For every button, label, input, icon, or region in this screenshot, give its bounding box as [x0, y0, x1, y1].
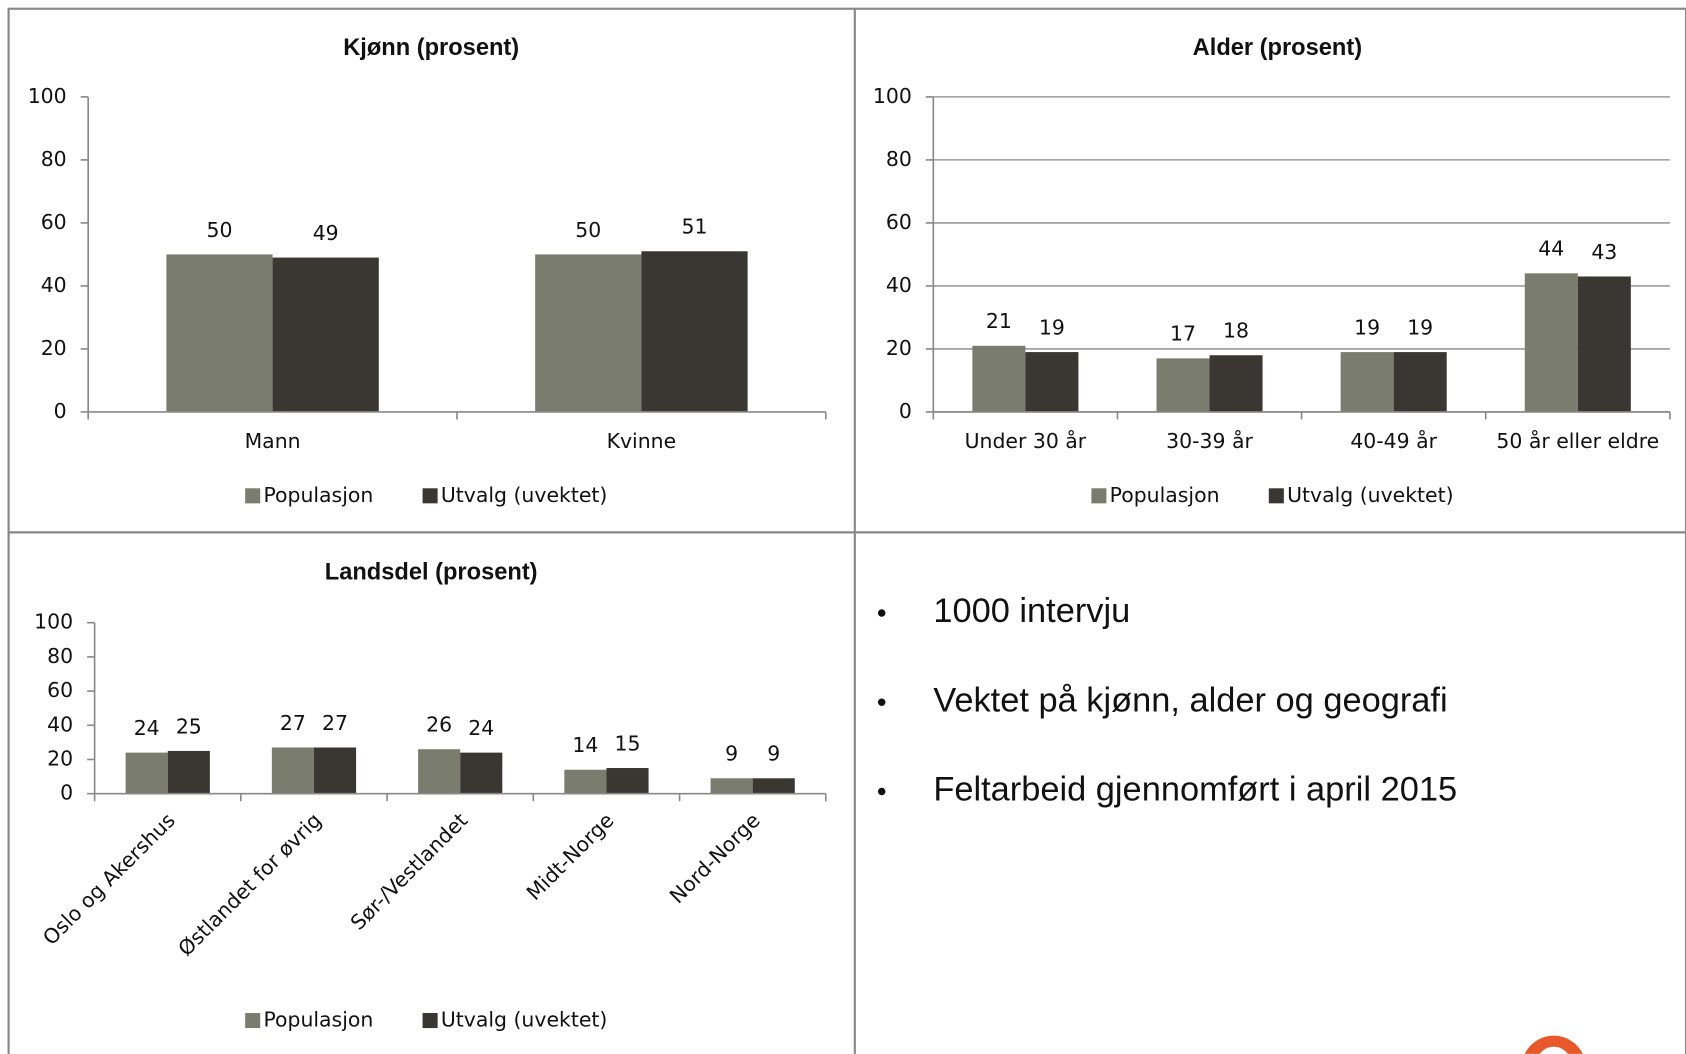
legend-swatch	[245, 488, 261, 504]
bar	[418, 749, 461, 794]
x-tick-label: Midt-Norge	[522, 808, 619, 905]
bar	[313, 747, 357, 794]
bar	[1577, 276, 1631, 412]
bar	[1156, 358, 1210, 412]
legend-swatch	[422, 488, 438, 504]
legend-label: Utvalg (uvektet)	[1287, 483, 1454, 507]
data-label: 17	[1170, 322, 1196, 346]
legend-swatch	[1091, 488, 1107, 504]
legend-label: Populasjon	[1110, 483, 1220, 507]
data-label: 9	[767, 742, 780, 766]
x-tick-label: 30-39 år	[1166, 428, 1253, 453]
y-tick-label: 60	[41, 210, 67, 234]
bullet-dot	[877, 609, 886, 617]
bar	[1524, 273, 1578, 412]
data-label: 50	[206, 218, 232, 242]
data-label: 43	[1591, 240, 1617, 264]
bullet-text: Vektet på kjønn, alder og geografi	[933, 681, 1447, 719]
data-label: 19	[1039, 315, 1065, 339]
y-tick-label: 60	[886, 210, 912, 234]
bullet-text: Feltarbeid gjennomført i april 2015	[933, 771, 1457, 809]
data-label: 19	[1354, 315, 1380, 339]
y-tick-label: 100	[873, 84, 912, 108]
data-label: 9	[725, 742, 738, 766]
x-tick-label: Kvinne	[607, 429, 677, 453]
x-tick-label: Østlandet for øvrig	[173, 808, 326, 961]
x-tick-label: Under 30 år	[965, 428, 1087, 453]
frame	[7, 7, 1686, 1054]
bar	[972, 345, 1026, 412]
data-label: 26	[426, 713, 452, 737]
chart-title: Alder (prosent)	[1193, 35, 1362, 61]
y-tick-label: 100	[28, 84, 67, 108]
legend-label: Populasjon	[263, 483, 373, 507]
bar	[272, 257, 379, 412]
data-label: 18	[1223, 319, 1249, 343]
y-tick-label: 40	[41, 273, 67, 297]
data-label: 21	[986, 309, 1012, 333]
logo	[1524, 1035, 1583, 1054]
y-tick-label: 80	[47, 644, 73, 668]
data-label: 27	[322, 711, 348, 735]
y-tick-label: 60	[47, 678, 73, 702]
data-label: 24	[134, 716, 160, 740]
legend-swatch	[1268, 488, 1284, 504]
bar	[166, 254, 273, 412]
data-label: 15	[615, 731, 641, 755]
bar	[1340, 352, 1394, 412]
x-tick-label: 50 år eller eldre	[1496, 428, 1659, 453]
data-label: 51	[682, 215, 708, 239]
legend-swatch	[422, 1013, 438, 1029]
bar	[564, 769, 607, 794]
y-tick-label: 80	[886, 147, 912, 171]
bullet-dot	[877, 698, 886, 707]
y-tick-label: 0	[899, 399, 912, 423]
x-tick-label: Sør-/Vestlandet	[346, 808, 473, 935]
bar	[535, 254, 642, 412]
bar	[1025, 352, 1079, 412]
bar	[1209, 355, 1263, 412]
y-tick-label: 100	[34, 610, 73, 634]
bar	[606, 768, 649, 794]
data-label: 14	[572, 733, 598, 757]
chart-title: Kjønn (prosent)	[343, 35, 519, 61]
y-tick-label: 20	[886, 336, 912, 360]
legend-label: Utvalg (uvektet)	[441, 1008, 608, 1032]
x-tick-label: Mann	[245, 429, 301, 453]
x-tick-label: 40-49 år	[1350, 428, 1437, 453]
data-label: 24	[468, 716, 494, 740]
bar	[752, 778, 795, 794]
y-tick-label: 80	[41, 147, 67, 171]
bar	[1393, 352, 1447, 412]
chart-title: Landsdel (prosent)	[325, 559, 538, 585]
y-tick-label: 40	[886, 273, 912, 297]
bar	[125, 752, 168, 794]
data-label: 50	[575, 218, 601, 242]
data-label: 44	[1538, 237, 1564, 261]
y-tick-label: 40	[47, 712, 73, 736]
bar	[460, 752, 503, 794]
x-tick-label: Nord-Norge	[665, 808, 765, 908]
data-label: 49	[313, 221, 339, 245]
legend-swatch	[245, 1013, 261, 1029]
data-label: 25	[176, 714, 202, 738]
bar	[710, 778, 753, 794]
y-tick-label: 0	[60, 781, 73, 805]
data-label: 19	[1407, 315, 1433, 339]
data-label: 27	[280, 711, 306, 735]
bullet-dot	[877, 787, 886, 796]
bar	[271, 747, 314, 794]
legend-label: Utvalg (uvektet)	[441, 483, 608, 507]
bar	[167, 750, 210, 794]
bar	[641, 251, 748, 412]
y-tick-label: 20	[41, 336, 67, 360]
legend-label: Populasjon	[263, 1008, 373, 1032]
x-tick-label: Oslo og Akershus	[38, 808, 180, 950]
bullet-text: 1000 intervju	[933, 592, 1130, 630]
y-tick-label: 0	[54, 399, 67, 423]
y-tick-label: 20	[47, 746, 73, 770]
